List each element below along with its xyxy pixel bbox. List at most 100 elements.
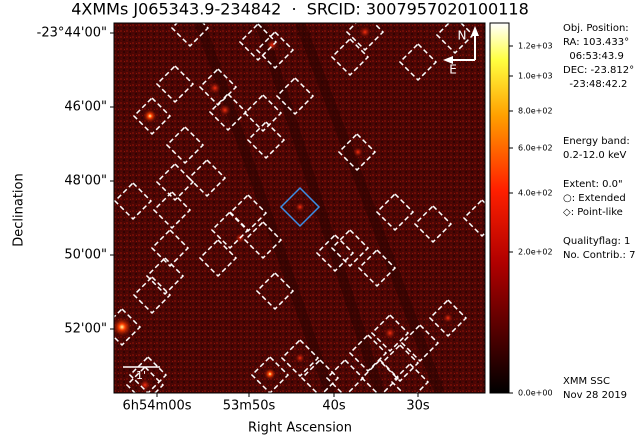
source-region — [250, 355, 290, 393]
source-region — [348, 333, 388, 373]
compass-north: N — [458, 29, 467, 43]
source-region — [128, 355, 168, 393]
source — [359, 26, 371, 38]
colorbar-tick-label: 8.0e+02 — [518, 107, 553, 116]
source-region — [114, 307, 142, 347]
source-region — [132, 96, 172, 136]
y-tick-label: 50'00" — [64, 248, 107, 263]
source — [384, 327, 396, 339]
source — [209, 82, 221, 94]
source — [219, 104, 231, 116]
source — [264, 368, 276, 380]
y-tick-label: 46'00" — [64, 100, 107, 115]
source-region — [152, 190, 192, 230]
source-region — [198, 238, 238, 278]
colorbar-tick-label: 6.0e+02 — [518, 144, 553, 153]
source — [114, 317, 132, 337]
info-text: Extent: 0.0" — [563, 179, 623, 190]
source-region — [255, 30, 295, 70]
x-axis-label: Right Ascension — [248, 421, 352, 436]
source-region — [170, 23, 210, 48]
source-region — [187, 158, 227, 198]
source — [295, 353, 305, 363]
source-region — [435, 23, 475, 55]
info-text: Energy band: — [563, 136, 630, 147]
source-region — [155, 162, 195, 202]
source-region — [243, 93, 283, 133]
info-text: 0.2-12.0 keV — [563, 150, 627, 161]
colorbar-tick-label: 4.0e+02 — [518, 189, 553, 198]
source-region — [246, 120, 286, 160]
source-region — [357, 248, 397, 288]
scale-bar-label: 1' — [136, 369, 146, 382]
source-region — [150, 228, 190, 268]
source-region — [370, 313, 410, 353]
x-tick-label: 53m50s — [223, 399, 276, 414]
source-region — [360, 358, 400, 393]
source-region — [208, 92, 248, 132]
streak — [255, 23, 385, 393]
source-region — [238, 23, 278, 62]
source-region — [155, 64, 195, 104]
y-tick-label: 52'00" — [64, 322, 107, 337]
source-region — [145, 256, 185, 296]
source-region — [330, 228, 370, 268]
source-region — [243, 220, 283, 260]
source-region — [198, 67, 238, 107]
source — [295, 202, 305, 212]
info-text: 06:53:43.9 — [563, 51, 624, 62]
source-region — [125, 365, 165, 393]
source-region — [375, 192, 415, 232]
info-text: ○: Extended — [563, 193, 626, 204]
source-region — [380, 343, 420, 383]
info-text: No. Contrib.: 7 — [563, 250, 635, 261]
source-region — [325, 358, 365, 393]
source-region — [413, 204, 453, 244]
streak — [195, 23, 335, 393]
info-text: Nov 28 2019 — [563, 390, 627, 401]
info-text: Obj. Position: — [563, 23, 629, 34]
info-text: XMM SSC — [563, 376, 610, 387]
source-region — [255, 271, 295, 311]
info-text: ◇: Point-like — [563, 207, 623, 218]
info-text: DEC: -23.812° — [563, 65, 634, 76]
image-frame — [113, 22, 486, 394]
target-region — [279, 186, 321, 228]
compass-arrow — [443, 56, 453, 64]
source — [443, 313, 453, 323]
source-region — [400, 323, 440, 363]
colorbar — [489, 22, 510, 394]
info-text: RA: 103.433° — [563, 37, 629, 48]
y-axis-label: Declination — [12, 173, 27, 247]
x-tick-label: 6h54m00s — [122, 399, 191, 414]
source-region — [428, 298, 468, 338]
source — [143, 109, 157, 123]
title: 4XMMs J065343.9-234842 · SRCID: 30079570… — [71, 0, 529, 19]
colorbar-tick-label: 2.0e+02 — [518, 248, 553, 257]
source-region — [398, 42, 438, 82]
streak — [295, 23, 445, 393]
info-text: -23:48:42.2 — [563, 79, 627, 90]
y-tick-label: -23°44'00" — [37, 26, 107, 41]
info-text: Qualityflag: 1 — [563, 236, 630, 247]
source-region — [337, 132, 377, 172]
colorbar-tick-label: 0.0e+00 — [518, 389, 553, 398]
colorbar-tick-label: 1.0e+03 — [518, 72, 553, 81]
x-tick-label: 40s — [322, 399, 346, 414]
source-region — [390, 362, 430, 393]
source-region — [210, 210, 250, 250]
compass-arrow — [471, 26, 479, 36]
source-region — [114, 181, 153, 221]
source — [353, 147, 363, 157]
source-region — [462, 198, 485, 238]
source-region — [345, 23, 385, 52]
source-region — [280, 338, 320, 378]
x-tick-label: 30s — [406, 399, 430, 414]
colorbar-tick-label: 1.2e+03 — [518, 42, 553, 51]
source-region — [132, 275, 172, 315]
y-tick-label: 48'00" — [64, 174, 107, 189]
source-region — [315, 233, 355, 273]
sky-image — [114, 23, 485, 393]
compass-east: E — [449, 63, 457, 77]
